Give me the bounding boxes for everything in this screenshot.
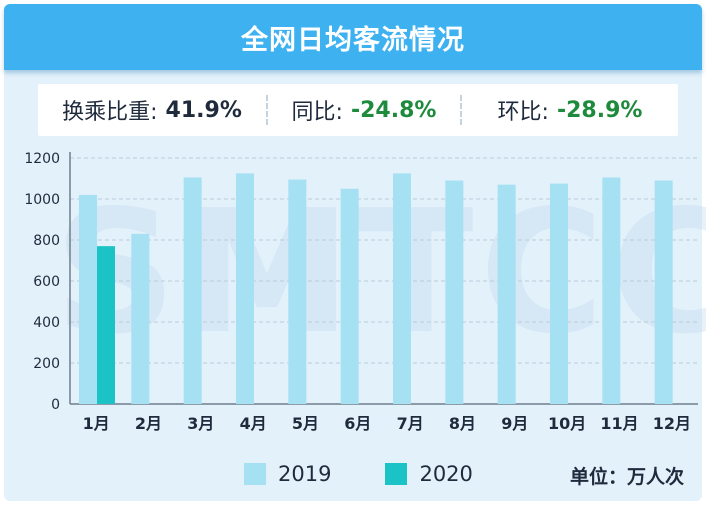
stat-yoy: 同比: -24.8% — [268, 84, 460, 136]
stats-bar: 换乘比重: 41.9% 同比: -24.8% 环比: -28.9% — [38, 84, 678, 136]
legend-swatch — [385, 463, 408, 485]
divider — [460, 95, 462, 125]
stat-value: 41.9% — [165, 97, 242, 123]
bar-2019-12 — [654, 180, 673, 404]
bar-2019-2 — [131, 233, 150, 404]
stat-label: 同比: — [291, 100, 343, 125]
stat-value: -24.8% — [350, 97, 437, 123]
chart-card: 全网日均客流情况 换乘比重: 41.9% 同比: -24.8% 环比: -28.… — [4, 4, 706, 501]
x-tick-label: 7月 — [397, 414, 424, 433]
legend-item-2019: 2019 — [244, 462, 331, 486]
legend-label: 2020 — [419, 462, 473, 486]
title-bar: 全网日均客流情况 — [4, 4, 702, 70]
bar-2019-1 — [79, 194, 97, 404]
bar-2019-4 — [236, 173, 254, 404]
legend: 2019 2020 — [244, 462, 527, 486]
bar-2019-6 — [340, 188, 359, 404]
y-tick-label: 600 — [33, 274, 60, 290]
legend-swatch — [244, 463, 266, 485]
x-tick-label: 8月 — [449, 414, 476, 433]
y-tick-label: 200 — [33, 356, 60, 372]
y-tick-label: 0 — [51, 397, 60, 413]
unit-label: 单位：万人次 — [569, 466, 684, 488]
x-tick-label: 9月 — [501, 414, 528, 433]
y-tick-label: 800 — [33, 233, 60, 249]
y-tick-label: 1000 — [24, 192, 60, 208]
divider — [266, 95, 268, 125]
bar-2019-9 — [497, 184, 516, 404]
bar-2019-5 — [288, 179, 307, 404]
bar-chart: 0 200 400 600 800 1000 1200 1月 2月 3月 4月 5月 6月 7月 8月 9月 1… — [24, 151, 698, 433]
x-tick-label: 10月 — [548, 414, 586, 433]
x-tick-label: 3月 — [187, 414, 214, 433]
stat-label: 换乘比重: — [62, 100, 158, 125]
bar-2019-11 — [602, 177, 621, 404]
bar-2019-7 — [393, 173, 411, 404]
bar-2019-8 — [445, 180, 464, 404]
stat-mom: 环比: -28.9% — [462, 84, 678, 136]
x-tick-label: 5月 — [292, 414, 319, 433]
x-tick-label: 11月 — [600, 414, 638, 433]
x-tick-label: 1月 — [83, 414, 110, 433]
bar-2019-3 — [183, 177, 202, 404]
stat-label: 环比: — [497, 100, 549, 125]
bar-2019-10 — [550, 183, 568, 404]
stat-transfer-ratio: 换乘比重: 41.9% — [38, 84, 266, 136]
legend-item-2020: 2020 — [385, 462, 473, 486]
x-tick-label: 12月 — [653, 414, 691, 433]
x-tick-label: 6月 — [344, 414, 371, 433]
y-tick-label: 400 — [33, 315, 60, 331]
x-tick-label: 2月 — [135, 414, 162, 433]
chart-title: 全网日均客流情况 — [241, 24, 465, 56]
legend-label: 2019 — [278, 462, 332, 486]
bar-2020-1 — [97, 246, 115, 404]
x-tick-label: 4月 — [240, 414, 267, 433]
y-tick-label: 1200 — [24, 151, 60, 167]
stat-value: -28.9% — [556, 97, 643, 123]
